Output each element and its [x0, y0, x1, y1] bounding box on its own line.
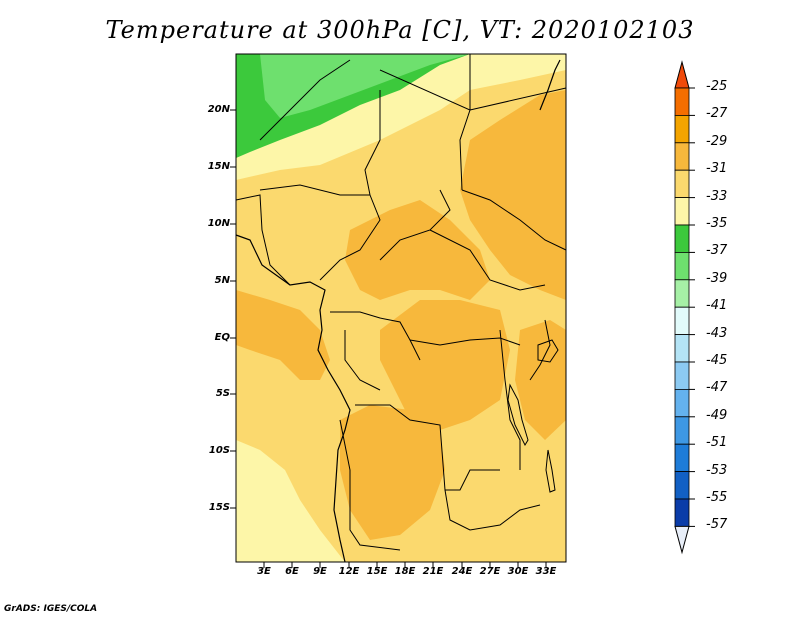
colorbar-label: -31	[706, 161, 728, 177]
colorbar-swatch	[674, 334, 690, 363]
colorbar-swatch	[674, 416, 690, 445]
lon-label-15e: 15E	[366, 566, 388, 577]
colorbar-top-arrow	[674, 60, 690, 89]
contour-southwest-light	[236, 440, 345, 562]
lon-ticks	[263, 562, 547, 568]
colorbar-swatch	[674, 443, 690, 473]
colorbar-swatch	[674, 142, 690, 171]
lat-label-15s: 15S	[208, 502, 230, 513]
country-borders	[235, 54, 567, 551]
colorbar-label: -51	[706, 435, 728, 451]
coastline-east	[539, 59, 561, 111]
contour-congo-orange	[380, 300, 510, 430]
colorbar	[674, 60, 695, 555]
coastline	[235, 234, 351, 563]
colorbar-swatch	[674, 251, 690, 281]
contour-central-orange	[345, 200, 490, 300]
colorbar-label: -37	[706, 243, 728, 259]
colorbar-label: -43	[706, 325, 728, 341]
colorbar-swatch	[674, 279, 690, 308]
lon-label-33e: 33E	[535, 566, 557, 577]
colorbar-swatch	[674, 361, 690, 390]
lat-label-eq: EQ	[214, 332, 230, 343]
lat-label-20n: 20N	[207, 104, 230, 115]
lon-label-18e: 18E	[394, 566, 416, 577]
map-frame-border	[235, 53, 567, 563]
colorbar-swatch	[674, 498, 690, 527]
colorbar-label: -55	[706, 490, 728, 505]
lat-ticks	[230, 109, 236, 509]
colorbar-label: -35	[706, 216, 728, 231]
colorbar-label: -39	[706, 270, 728, 286]
colorbar-swatch	[674, 197, 690, 226]
colorbar-swatch	[674, 115, 690, 144]
lake-tanganyika	[507, 383, 529, 447]
colorbar-label: -47	[706, 380, 728, 396]
lon-label-9e: 9E	[313, 566, 327, 577]
colorbar-label: -41	[706, 298, 728, 314]
colorbar-label: -45	[706, 353, 728, 368]
lon-label-6e: 6E	[285, 566, 299, 577]
lake-victoria	[537, 339, 559, 363]
lat-label-15n: 15N	[207, 161, 230, 172]
colorbar-label: -49	[706, 407, 728, 423]
lon-label-12e: 12E	[338, 566, 360, 577]
contour-lakes-orange	[515, 320, 566, 440]
lat-label-10s: 10S	[208, 445, 230, 456]
lat-label-5n: 5N	[214, 275, 230, 286]
lat-label-10n: 10N	[207, 218, 230, 229]
lake-malawi	[545, 449, 556, 493]
colorbar-swatch	[674, 306, 690, 336]
colorbar-label: -25	[706, 79, 728, 94]
grads-credit: GrADS: IGES/COLA	[4, 604, 98, 614]
page-title: Temperature at 300hPa [C], VT: 202010210…	[105, 16, 695, 44]
colorbar-label: -33	[706, 188, 728, 204]
colorbar-label: -53	[706, 462, 728, 478]
colorbar-swatch	[674, 87, 690, 116]
lon-label-24e: 24E	[451, 566, 473, 577]
lon-label-3e: 3E	[257, 566, 271, 577]
colorbar-label: -27	[706, 106, 728, 122]
contour-angola-orange	[340, 405, 445, 540]
colorbar-bottom-arrow	[674, 525, 690, 555]
contour-sahel-light	[236, 54, 566, 180]
colorbar-swatch	[674, 388, 690, 418]
lon-label-30e: 30E	[507, 566, 529, 577]
contour-gulf-orange	[236, 290, 330, 380]
lon-label-21e: 21E	[422, 566, 444, 577]
colorbar-swatch	[674, 224, 690, 253]
contour-east-orange	[460, 90, 566, 300]
contour-north-lightgreen	[260, 54, 470, 118]
lat-label-5s: 5S	[215, 388, 230, 399]
colorbar-label: -29	[706, 133, 728, 149]
lon-label-27e: 27E	[479, 566, 501, 577]
colorbar-swatch	[674, 471, 690, 500]
colorbar-swatch	[674, 169, 690, 198]
colorbar-label: -57	[706, 517, 728, 533]
